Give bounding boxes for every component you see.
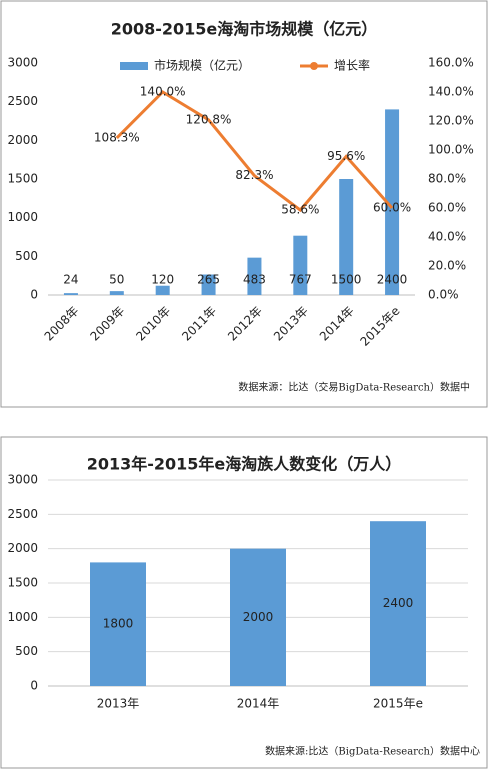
data-label: 1800 (103, 617, 134, 631)
data-label: 483 (243, 273, 266, 287)
data-label: 767 (289, 273, 312, 287)
x-tick-label: 2014年 (237, 697, 280, 711)
y-tick-label: 3000 (7, 473, 38, 487)
legend-swatch (120, 62, 148, 70)
x-tick-label: 2015年e (357, 304, 402, 349)
x-tick-label: 2008年 (42, 304, 82, 344)
bar (230, 548, 286, 686)
x-tick-label: 2009年 (87, 304, 127, 344)
y2-tick-label: 80.0% (428, 172, 466, 186)
source-note: 数据来源:比达（BigData-Research）数据中心 (265, 745, 480, 758)
data-label: 58.6% (281, 203, 319, 217)
chart-title: 2013年-2015年e海淘族人数变化（万人） (87, 455, 402, 474)
y-tick-label: 1000 (7, 210, 38, 224)
data-label: 2000 (243, 610, 274, 624)
chart-frame (0, 436, 488, 769)
y2-tick-label: 40.0% (428, 230, 466, 244)
y2-tick-label: 120.0% (428, 114, 474, 128)
data-label: 60.0% (373, 201, 411, 215)
x-tick-label: 2014年 (317, 304, 357, 344)
x-tick-label: 2015年e (373, 697, 423, 711)
y-tick-label: 2500 (7, 94, 38, 108)
data-label: 95.6% (327, 149, 365, 163)
bar (385, 109, 400, 296)
source-note: 数据来源：比达（交易BigData-Research）数据中 (238, 381, 470, 394)
bar (109, 291, 124, 295)
y2-tick-label: 100.0% (428, 143, 474, 157)
bar (90, 562, 146, 686)
chart-title: 2008-2015e海淘市场规模（亿元） (111, 20, 378, 39)
y-tick-label: 2000 (7, 133, 38, 147)
data-label: 120 (151, 273, 174, 287)
y-tick-label: 0 (30, 679, 38, 693)
bar (63, 293, 78, 295)
y-tick-label: 500 (15, 249, 38, 263)
x-tick-label: 2012年 (225, 304, 265, 344)
legend-label: 市场规模（亿元） (154, 58, 250, 73)
y-tick-label: 2000 (7, 541, 38, 555)
data-label: 265 (197, 273, 220, 287)
data-label: 140.0% (140, 85, 186, 99)
data-label: 120.8% (186, 112, 232, 126)
bar (201, 274, 216, 295)
y2-tick-label: 20.0% (428, 259, 466, 273)
y-tick-label: 2500 (7, 507, 38, 521)
chart-frame (0, 0, 488, 408)
x-tick-label: 2013年 (97, 697, 140, 711)
y-tick-label: 1000 (7, 610, 38, 624)
bar (155, 285, 170, 295)
line (115, 90, 394, 213)
data-label: 24 (63, 273, 78, 287)
legend-swatch (310, 62, 318, 70)
data-label: 82.3% (235, 168, 273, 182)
y2-tick-label: 60.0% (428, 201, 466, 215)
data-label: 108.3% (94, 130, 140, 144)
data-label: 50 (109, 273, 124, 287)
data-label: 1500 (331, 273, 362, 287)
y2-tick-label: 140.0% (428, 85, 474, 99)
y-tick-label: 3000 (7, 56, 38, 70)
y-tick-label: 1500 (7, 576, 38, 590)
x-tick-label: 2010年 (133, 304, 173, 344)
bar (370, 521, 426, 686)
bar (339, 179, 354, 295)
y-tick-label: 0 (30, 288, 38, 302)
y-tick-label: 500 (15, 644, 38, 658)
y2-tick-label: 160.0% (428, 56, 474, 70)
y-tick-label: 1500 (7, 172, 38, 186)
y2-tick-label: 0.0% (428, 288, 459, 302)
data-label: 2400 (377, 273, 408, 287)
data-label: 2400 (383, 596, 414, 610)
bar (293, 235, 308, 295)
x-tick-label: 2013年 (271, 304, 311, 344)
bar (247, 257, 262, 295)
x-tick-label: 2011年 (179, 304, 219, 344)
legend-label: 增长率 (334, 58, 370, 73)
